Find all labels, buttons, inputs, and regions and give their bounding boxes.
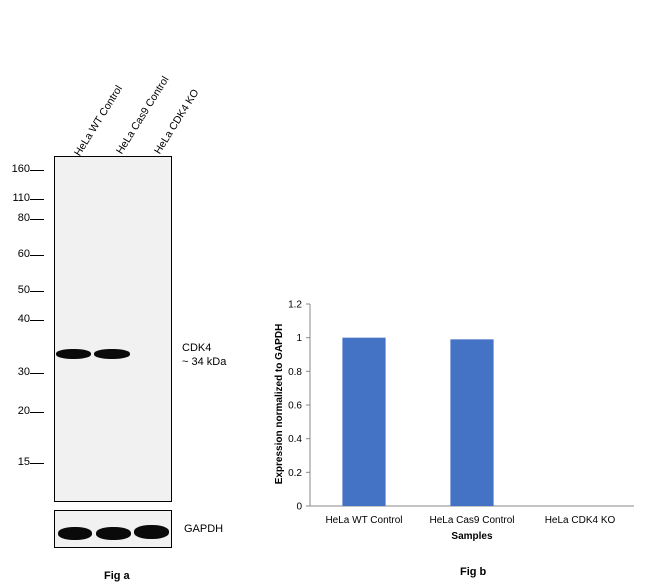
mw-marker-15: 15 (17, 456, 30, 468)
mw-marker-40: 40 (17, 313, 30, 325)
y-tick-label: 0.2 (288, 468, 302, 479)
y-tick-label: 1.2 (288, 300, 302, 311)
y-tick-label: 0.6 (288, 401, 302, 412)
cdk4-band-wt (56, 349, 91, 359)
mw-tick (30, 320, 44, 321)
mw-tick (30, 412, 44, 413)
loading-control-label: GAPDH (184, 523, 224, 535)
mw-marker-50: 50 (17, 284, 30, 296)
mw-marker-30: 30 (17, 366, 30, 378)
mw-tick (30, 170, 44, 171)
mw-tick (30, 291, 44, 292)
mw-marker-80: 80 (17, 212, 30, 224)
mw-tick (30, 463, 44, 464)
blot-panel-main (54, 156, 172, 502)
y-tick-label: 0.8 (288, 367, 302, 378)
expression-bar-chart: 0 0.2 0.4 0.6 0.8 1 1.2 HeLa WT Control HeLa Ca… (274, 300, 634, 542)
mw-marker-60: 60 (17, 248, 30, 260)
mw-marker-110: 110 (12, 192, 30, 204)
blot-panel-gapdh (54, 510, 172, 548)
bar-0 (342, 337, 386, 506)
gapdh-band-cas9 (96, 527, 131, 540)
target-label-name: CDK4 (182, 342, 212, 354)
target-label-size: ~ 34 kDa (182, 356, 227, 368)
mw-tick (30, 373, 44, 374)
mw-marker-20: 20 (17, 405, 30, 417)
mw-tick (30, 255, 44, 256)
bar-1 (450, 339, 494, 506)
y-tick-label: 0.4 (288, 434, 302, 445)
y-tick-label: 0 (296, 502, 302, 513)
x-category-label: HeLa Cas9 Control (429, 515, 514, 526)
x-category-label: HeLa WT Control (325, 515, 402, 526)
gapdh-band-wt (58, 527, 92, 540)
mw-marker-160: 160 (11, 163, 30, 175)
figure-a-caption: Fig a (104, 570, 130, 582)
mw-tick (30, 219, 44, 220)
x-category-label: HeLa CDK4 KO (545, 515, 616, 526)
y-axis-label: Expression normalized to GAPDH (274, 324, 285, 485)
y-tick-label: 1 (296, 333, 302, 344)
gapdh-band-ko (134, 525, 169, 539)
cdk4-band-cas9 (94, 349, 130, 359)
x-axis-label: Samples (451, 531, 493, 542)
mw-tick (30, 199, 44, 200)
figure-b-caption: Fig b (460, 566, 487, 578)
